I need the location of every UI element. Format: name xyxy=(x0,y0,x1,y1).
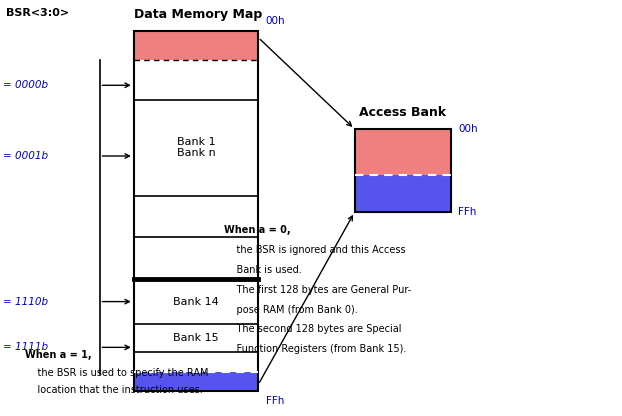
Text: pose RAM (from Bank 0).: pose RAM (from Bank 0). xyxy=(224,305,358,314)
Text: When a = 0,: When a = 0, xyxy=(224,225,290,235)
Bar xyxy=(134,279,258,324)
Text: The second 128 bytes are Special: The second 128 bytes are Special xyxy=(224,324,401,334)
Text: the BSR is used to specify the RAM: the BSR is used to specify the RAM xyxy=(25,368,208,378)
Text: Bank 15: Bank 15 xyxy=(173,333,219,343)
Bar xyxy=(134,196,258,237)
Text: FFh: FFh xyxy=(458,207,477,217)
Text: 00h: 00h xyxy=(266,16,285,26)
Text: Data Memory Map: Data Memory Map xyxy=(134,8,262,21)
Text: = 0000b: = 0000b xyxy=(3,80,49,90)
Text: Access Bank: Access Bank xyxy=(359,106,447,119)
Bar xyxy=(134,372,258,391)
Text: The first 128 bytes are General Pur-: The first 128 bytes are General Pur- xyxy=(224,285,411,295)
Text: Function Registers (from Bank 15).: Function Registers (from Bank 15). xyxy=(224,344,406,354)
Bar xyxy=(134,31,258,391)
Bar xyxy=(134,31,258,60)
Text: When a = 1,: When a = 1, xyxy=(25,350,91,360)
Text: Bank 1
Bank n: Bank 1 Bank n xyxy=(177,137,215,158)
Bar xyxy=(134,352,258,372)
Text: Bank 14: Bank 14 xyxy=(173,297,219,307)
Text: = 1110b: = 1110b xyxy=(3,297,49,307)
Text: FFh: FFh xyxy=(266,396,284,406)
Text: BSR<3:0>: BSR<3:0> xyxy=(6,8,69,18)
Text: location that the instruction uses.: location that the instruction uses. xyxy=(25,385,203,395)
Text: = 1111b: = 1111b xyxy=(3,342,49,352)
Bar xyxy=(355,175,451,212)
Bar xyxy=(134,324,258,352)
Text: 00h: 00h xyxy=(458,124,478,134)
Bar xyxy=(355,129,451,175)
Bar xyxy=(134,60,258,100)
Bar xyxy=(134,100,258,196)
Bar xyxy=(355,129,451,212)
Text: Bank is used.: Bank is used. xyxy=(224,265,302,275)
Text: the BSR is ignored and this Access: the BSR is ignored and this Access xyxy=(224,245,406,255)
Text: = 0001b: = 0001b xyxy=(3,151,49,161)
Bar xyxy=(134,237,258,279)
